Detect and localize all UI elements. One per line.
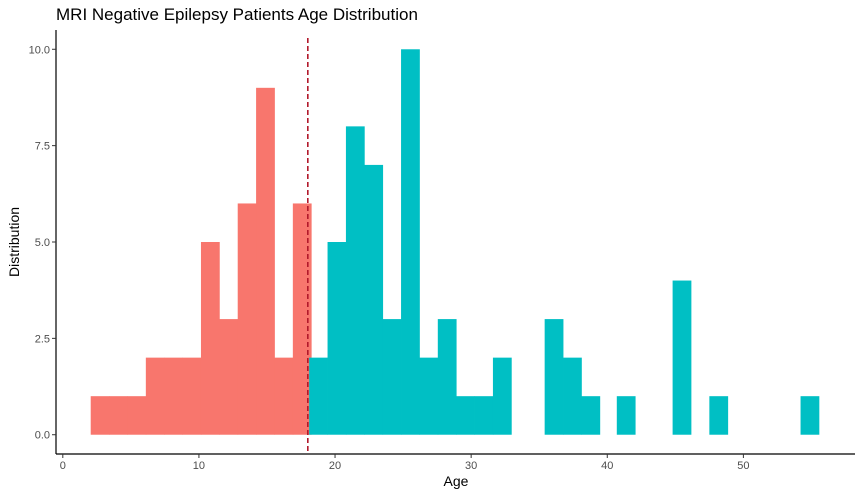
y-ticks: 0.0 2.5 5.0 7.5 10.0 (29, 44, 56, 442)
x-tick-label: 10 (193, 460, 205, 472)
histogram-bar (616, 396, 636, 435)
histogram-bar (256, 87, 275, 435)
x-tick-label: 40 (601, 460, 613, 472)
histogram-bar (327, 242, 347, 435)
x-tick-label: 0 (60, 460, 66, 472)
histogram-bar (364, 164, 384, 435)
y-tick-label: 0.0 (35, 430, 50, 442)
histogram-bar (474, 396, 494, 435)
histogram-bar (292, 203, 312, 435)
histogram-bar (127, 396, 147, 435)
y-tick-label: 2.5 (35, 333, 50, 345)
x-tick-label: 50 (737, 460, 749, 472)
histogram-bar (237, 203, 257, 435)
histogram-bar (164, 357, 183, 435)
y-tick-label: 7.5 (35, 141, 50, 153)
histogram-bar (456, 396, 475, 435)
histogram-bar (401, 49, 420, 435)
y-axis-title: Distribution (6, 207, 22, 277)
y-tick-label: 5.0 (35, 237, 50, 249)
histogram-bar (90, 396, 110, 435)
histogram-bar (419, 357, 439, 435)
histogram-bar (709, 396, 729, 435)
histogram-bar (563, 357, 582, 435)
histogram-bar (672, 280, 692, 435)
histogram-bar (382, 319, 402, 435)
histogram-bar (345, 126, 365, 435)
histogram-bar (544, 319, 564, 435)
histogram-bar (437, 319, 457, 435)
histogram-bar (274, 357, 294, 435)
histogram-bar (182, 357, 202, 435)
histogram-bar (492, 357, 512, 435)
histogram-bar (145, 357, 165, 435)
x-axis-title: Age (444, 473, 469, 489)
histogram-bar (219, 319, 239, 435)
x-ticks: 0 10 20 30 40 50 (60, 454, 750, 472)
histogram-bar (109, 396, 128, 435)
histogram-bar (800, 396, 820, 435)
y-tick-label: 10.0 (29, 44, 50, 56)
chart-title: MRI Negative Epilepsy Patients Age Distr… (56, 5, 418, 24)
bars-layer (90, 49, 820, 435)
histogram-bar (581, 396, 601, 435)
histogram-bar (200, 242, 220, 435)
x-tick-label: 30 (465, 460, 477, 472)
histogram-bar (309, 357, 328, 435)
x-tick-label: 20 (329, 460, 341, 472)
